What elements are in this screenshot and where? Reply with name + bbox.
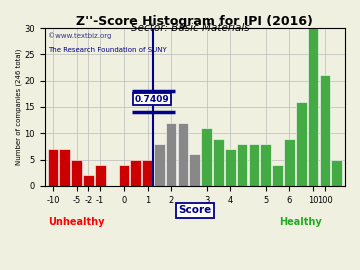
Text: 0.7409: 0.7409 <box>135 95 169 104</box>
Bar <box>178 123 188 186</box>
Bar <box>95 165 105 186</box>
Bar <box>272 165 283 186</box>
Bar <box>225 149 235 186</box>
Bar <box>189 154 200 186</box>
Text: Sector: Basic Materials: Sector: Basic Materials <box>131 23 250 33</box>
Bar <box>166 123 176 186</box>
Text: Healthy: Healthy <box>279 217 322 227</box>
Text: ©www.textbiz.org: ©www.textbiz.org <box>48 33 111 39</box>
Bar <box>296 102 307 186</box>
Bar <box>71 160 82 186</box>
Bar <box>130 160 141 186</box>
Bar <box>48 149 58 186</box>
Text: Unhealthy: Unhealthy <box>48 217 104 227</box>
Text: The Research Foundation of SUNY: The Research Foundation of SUNY <box>48 47 166 53</box>
Title: Z''-Score Histogram for IPI (2016): Z''-Score Histogram for IPI (2016) <box>76 15 313 28</box>
Bar <box>213 139 224 186</box>
Bar <box>59 149 70 186</box>
Bar <box>249 144 259 186</box>
Bar <box>154 144 165 186</box>
Bar <box>118 165 129 186</box>
Bar <box>83 175 94 186</box>
Bar <box>237 144 247 186</box>
Y-axis label: Number of companies (246 total): Number of companies (246 total) <box>15 49 22 165</box>
Bar <box>284 139 295 186</box>
Bar <box>332 160 342 186</box>
Bar <box>320 75 330 186</box>
Bar <box>201 128 212 186</box>
Bar <box>142 160 153 186</box>
Bar <box>308 28 318 186</box>
Text: Score: Score <box>178 205 211 215</box>
Bar <box>260 144 271 186</box>
